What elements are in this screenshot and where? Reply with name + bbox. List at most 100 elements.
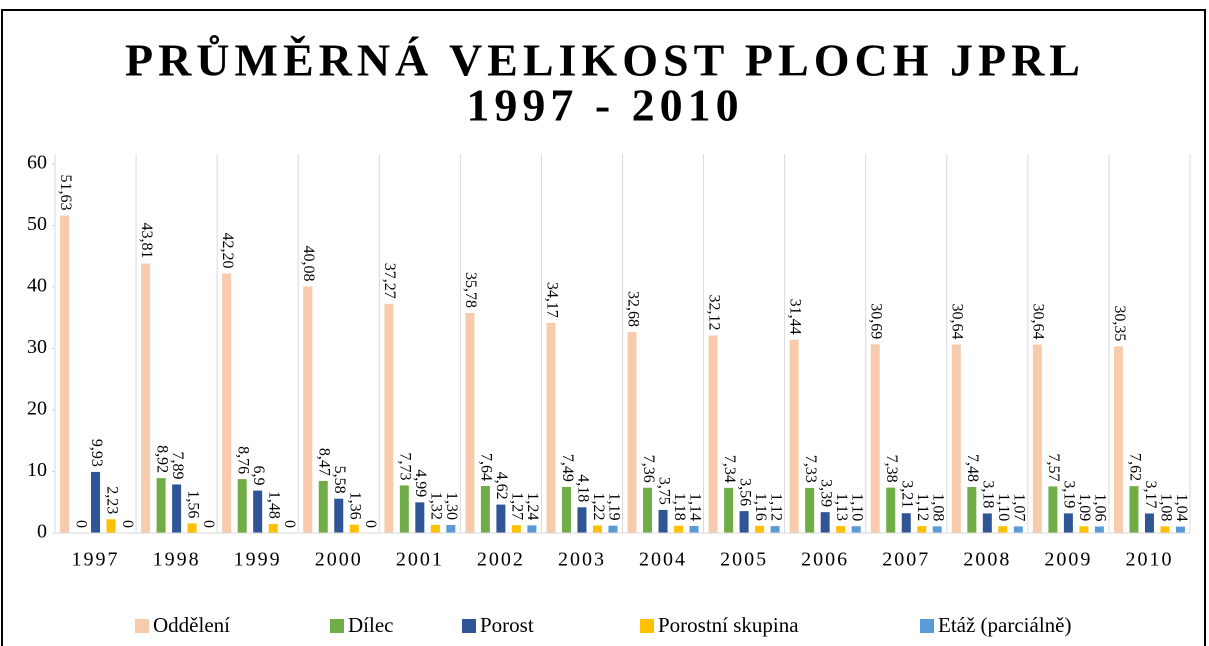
legend-label: Oddělení [153, 613, 230, 637]
bar [643, 487, 653, 533]
bar [870, 344, 880, 533]
bar [546, 322, 556, 533]
data-label: 9,93 [88, 439, 105, 467]
legend-swatch [640, 619, 654, 633]
bar [627, 332, 637, 533]
bar [739, 511, 749, 533]
data-label: 7,73 [397, 452, 414, 480]
data-label: 3,56 [736, 478, 753, 506]
data-label: 1,04 [1173, 494, 1190, 522]
data-label: 1,10 [995, 493, 1012, 521]
data-label: 7,34 [721, 455, 738, 483]
chart-subtitle: 1997 - 2010 [466, 80, 743, 131]
x-tick-label: 2000 [315, 549, 363, 571]
data-label: 43,81 [138, 223, 155, 259]
x-tick-label: 2002 [477, 549, 525, 571]
data-label: 8,76 [235, 446, 252, 474]
bar [1175, 526, 1185, 533]
bar [724, 487, 734, 533]
data-label: 1,32 [428, 492, 445, 520]
data-label: 51,63 [57, 174, 74, 210]
data-label: 0 [200, 520, 217, 528]
bar [106, 519, 116, 533]
data-label: 1,06 [1092, 493, 1109, 521]
bar [1129, 486, 1139, 533]
data-label: 30,64 [949, 304, 966, 340]
bar [1032, 344, 1042, 533]
data-label: 1,08 [930, 493, 947, 521]
bar [658, 509, 668, 533]
data-label: 1,09 [1076, 493, 1093, 521]
data-label: 1,08 [1157, 493, 1174, 521]
data-label: 2,23 [103, 486, 120, 514]
data-label: 1,12 [914, 493, 931, 521]
bar [577, 507, 587, 533]
data-label: 0 [362, 520, 379, 528]
data-label: 31,44 [787, 299, 804, 335]
bar [674, 525, 684, 533]
data-label: 5,58 [331, 466, 348, 494]
bar [318, 480, 328, 533]
data-label: 7,36 [640, 455, 657, 483]
y-tick-label: 50 [27, 213, 47, 235]
legend-label: Etáž (parciálně) [938, 613, 1072, 637]
bar [851, 526, 861, 533]
data-label: 6,9 [250, 466, 267, 486]
bar [982, 513, 992, 533]
legend-swatch [920, 619, 934, 633]
data-label: 7,49 [559, 454, 576, 482]
data-label: 1,27 [509, 492, 526, 520]
data-label: 1,16 [752, 493, 769, 521]
bar [998, 526, 1008, 533]
bar [415, 502, 425, 533]
bar [172, 484, 182, 533]
y-tick-label: 60 [27, 152, 47, 174]
y-tick-label: 0 [37, 521, 47, 543]
bar [446, 525, 456, 533]
bar [1160, 526, 1170, 533]
bar [465, 312, 475, 533]
data-label: 34,17 [543, 282, 560, 318]
bar [561, 486, 571, 533]
x-tick-label: 1999 [234, 549, 282, 571]
data-label: 32,68 [624, 291, 641, 327]
data-label: 7,33 [802, 455, 819, 483]
bar [770, 526, 780, 533]
x-tick-label: 2009 [1044, 549, 1092, 571]
x-tick-label: 2008 [963, 549, 1011, 571]
data-label: 1,56 [184, 490, 201, 518]
data-label: 7,57 [1045, 453, 1062, 481]
bar [496, 504, 506, 533]
bar [480, 486, 490, 533]
bar [349, 524, 359, 533]
data-label: 1,30 [443, 492, 460, 520]
y-tick-label: 30 [27, 336, 47, 358]
x-tick-label: 1998 [153, 549, 201, 571]
bar [156, 478, 166, 533]
legend-label: Porostní skupina [658, 613, 799, 637]
data-label: 3,75 [655, 477, 672, 505]
data-label: 7,48 [964, 454, 981, 482]
x-tick-label: 2004 [639, 549, 687, 571]
data-label: 30,69 [868, 303, 885, 339]
bar [967, 486, 977, 533]
data-label: 1,18 [671, 493, 688, 521]
legend-swatch [462, 619, 476, 633]
bar [1094, 526, 1104, 533]
data-label: 4,99 [412, 469, 429, 497]
x-tick-label: 2003 [558, 549, 606, 571]
chart-title: PRŮMĚRNÁ VELIKOST PLOCH JPRL [125, 34, 1085, 86]
bar [187, 523, 197, 533]
bar [511, 525, 521, 533]
bar [592, 525, 602, 533]
data-label: 30,35 [1111, 305, 1128, 341]
data-label: 1,36 [347, 492, 364, 520]
bar [836, 526, 846, 533]
bar [60, 215, 70, 533]
bar [527, 525, 537, 533]
data-label: 7,62 [1126, 453, 1143, 481]
data-label: 32,12 [705, 294, 722, 330]
data-label: 3,18 [980, 480, 997, 508]
data-label: 1,48 [266, 491, 283, 519]
